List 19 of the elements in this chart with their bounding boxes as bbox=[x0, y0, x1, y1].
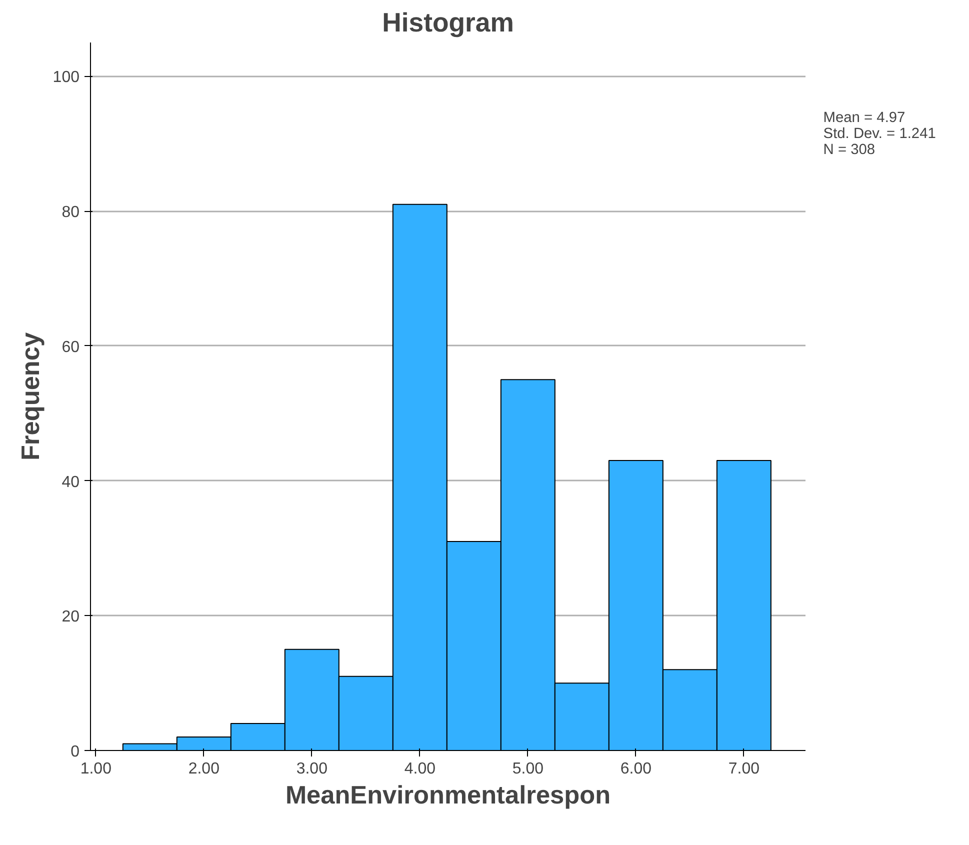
x-tick-label: 6.00 bbox=[620, 760, 652, 778]
y-tick-label: 20 bbox=[62, 608, 80, 626]
chart-title: Histogram bbox=[382, 8, 514, 38]
y-tick-label: 80 bbox=[62, 204, 80, 222]
x-tick-label: 1.00 bbox=[80, 760, 112, 778]
text: N = 308 bbox=[823, 142, 876, 158]
x-tick-label: 4.00 bbox=[404, 760, 436, 778]
y-tick-label: 60 bbox=[62, 338, 80, 356]
y-tick-label: 0 bbox=[70, 744, 80, 760]
x-tick-label: 2.00 bbox=[188, 760, 220, 778]
y-tick-label: 40 bbox=[62, 474, 80, 491]
text: Mean = 4.97 bbox=[823, 110, 906, 126]
x-tick-label: 7.00 bbox=[728, 760, 760, 778]
x-tick-label: 3.00 bbox=[296, 760, 328, 778]
y-axis-title: Frequency bbox=[16, 332, 45, 461]
x-axis-title: MeanEnvironmentalrespon bbox=[285, 782, 611, 810]
x-tick-label: 5.00 bbox=[512, 760, 544, 778]
text: Std. Dev. = 1.241 bbox=[823, 126, 936, 142]
y-tick-label: 100 bbox=[52, 69, 80, 86]
